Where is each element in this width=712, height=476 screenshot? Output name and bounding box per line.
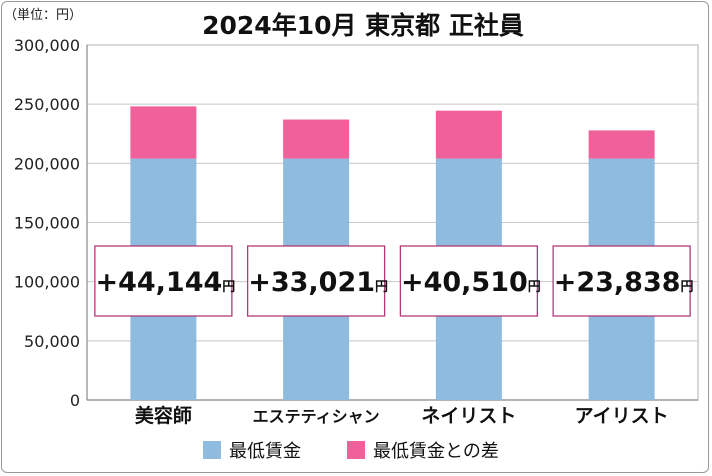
legend-swatch	[203, 441, 221, 459]
data-label-value: +23,838	[554, 267, 681, 298]
legend-swatch	[347, 441, 365, 459]
unit-label: （単位：円）	[4, 7, 82, 23]
y-tick-label: 0	[70, 391, 80, 410]
legend-label: 最低賃金	[229, 441, 301, 462]
callout-box	[94, 245, 233, 317]
bar-segment-difference	[435, 110, 502, 159]
data-label-value: +44,144	[95, 267, 222, 298]
y-tick-label: 300,000	[14, 36, 80, 55]
callout-box	[246, 245, 386, 317]
callout-box	[552, 245, 691, 317]
callout-box	[399, 245, 539, 317]
data-label-value: +33,021	[248, 267, 375, 298]
bar-segment-difference	[130, 106, 197, 159]
y-tick-label: 100,000	[14, 273, 80, 292]
y-tick-label: 200,000	[14, 154, 80, 173]
bar-segment-difference	[283, 119, 350, 159]
x-tick-label: エステティシャン	[253, 407, 380, 426]
data-label: +23,838円	[554, 267, 694, 298]
data-label-unit: 円	[528, 280, 541, 295]
data-label-value: +40,510	[401, 267, 528, 298]
data-label: +33,021円	[248, 267, 388, 298]
chart-title: 2024年10月 東京都 正社員	[202, 11, 524, 40]
data-label-unit: 円	[375, 280, 388, 295]
y-tick-label: 150,000	[14, 214, 80, 233]
x-tick-label: 美容師	[135, 404, 192, 427]
data-label-unit: 円	[681, 280, 694, 295]
y-tick-label: 50,000	[24, 332, 80, 351]
legend-label: 最低賃金との差	[373, 441, 499, 462]
x-tick-label: アイリスト	[575, 405, 669, 427]
data-label-unit: 円	[222, 280, 235, 295]
data-label: +44,144円	[95, 267, 235, 298]
x-tick-label: ネイリスト	[421, 405, 516, 427]
y-tick-label: 250,000	[14, 95, 80, 114]
data-label: +40,510円	[401, 267, 541, 298]
bar-segment-difference	[588, 130, 655, 159]
